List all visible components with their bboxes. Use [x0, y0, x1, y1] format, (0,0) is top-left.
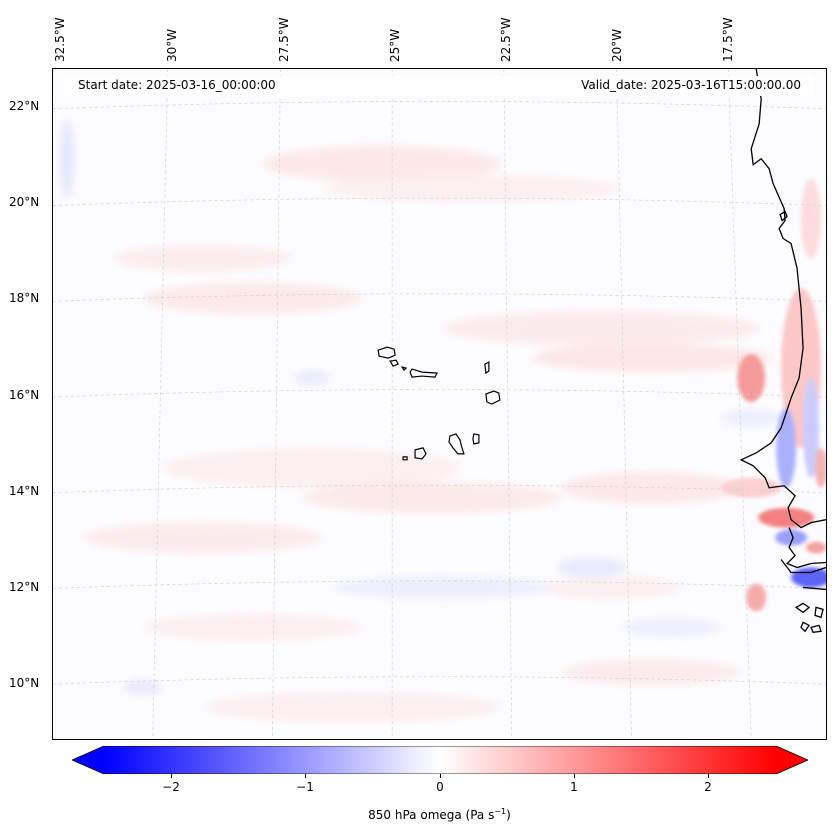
cb-tick-mark: [305, 774, 306, 778]
lon-label-25W: 25°W: [388, 28, 402, 62]
lon-label-20W: 20°W: [610, 28, 624, 62]
lat-label-20N: 20°N: [9, 195, 40, 209]
lon-label-17.5W: 17.5°W: [721, 17, 735, 62]
lat-label-16N: 16°N: [9, 388, 40, 402]
colorbar-label-main: 850 hPa omega (Pa s: [368, 808, 495, 822]
map-panel[interactable]: [52, 68, 827, 740]
lon-label-32.5W: 32.5°W: [53, 17, 67, 62]
lat-label-22N: 22°N: [9, 99, 40, 113]
weak-ascent-descent-patches: [82, 145, 772, 724]
lon-label-30W: 30°W: [165, 28, 179, 62]
valid-date-text: Valid_date: 2025-03-16T15:00:00.00: [581, 78, 801, 92]
island-maio: [472, 433, 480, 445]
island-sal: [484, 361, 490, 375]
island-sao-nicolau: [409, 368, 438, 378]
colorbar: [72, 746, 808, 774]
colorbar-gradient: [104, 746, 776, 774]
cb-tick-label: 0: [436, 780, 444, 794]
lat-label-18N: 18°N: [9, 291, 40, 305]
colorbar-high-extend-arrow: [776, 746, 808, 774]
island-brava: [402, 456, 408, 461]
cb-tick-mark: [708, 774, 709, 778]
colorbar-low-extend-arrow: [72, 746, 104, 774]
start-date-text: Start date: 2025-03-16_00:00:00: [78, 78, 276, 92]
island-fogo: [414, 447, 427, 460]
lat-label-12N: 12°N: [9, 580, 40, 594]
colorbar-label: 850 hPa omega (Pa s−1): [0, 807, 837, 822]
omega-field-map: [53, 69, 826, 739]
cb-tick-label: −1: [296, 780, 314, 794]
lon-label-22.5W: 22.5°W: [499, 17, 513, 62]
island-santo-antao: [377, 346, 396, 359]
lat-label-10N: 10°N: [9, 676, 40, 690]
cb-tick-label: 2: [704, 780, 712, 794]
cape-verde-islands: [377, 346, 501, 461]
lon-label-27.5W: 27.5°W: [277, 17, 291, 62]
colorbar-label-exponent: −1: [494, 807, 507, 816]
date-annotation-bar: Start date: 2025-03-16_00:00:00 Valid_da…: [64, 76, 813, 96]
lat-label-14N: 14°N: [9, 484, 40, 498]
cb-tick-mark: [440, 774, 441, 778]
cb-tick-label: 1: [570, 780, 578, 794]
colorbar-label-close: ): [506, 808, 511, 822]
island-santa-luzia: [400, 366, 408, 372]
island-sao-vicente: [389, 359, 399, 367]
island-boa-vista: [485, 390, 501, 405]
weak-blue-patches: [58, 118, 782, 696]
african-coastline: [739, 69, 826, 634]
cb-tick-mark: [171, 774, 172, 778]
cb-tick-label: −2: [162, 780, 180, 794]
graticule: [53, 69, 826, 739]
cb-tick-mark: [574, 774, 575, 778]
island-santiago: [448, 433, 465, 455]
